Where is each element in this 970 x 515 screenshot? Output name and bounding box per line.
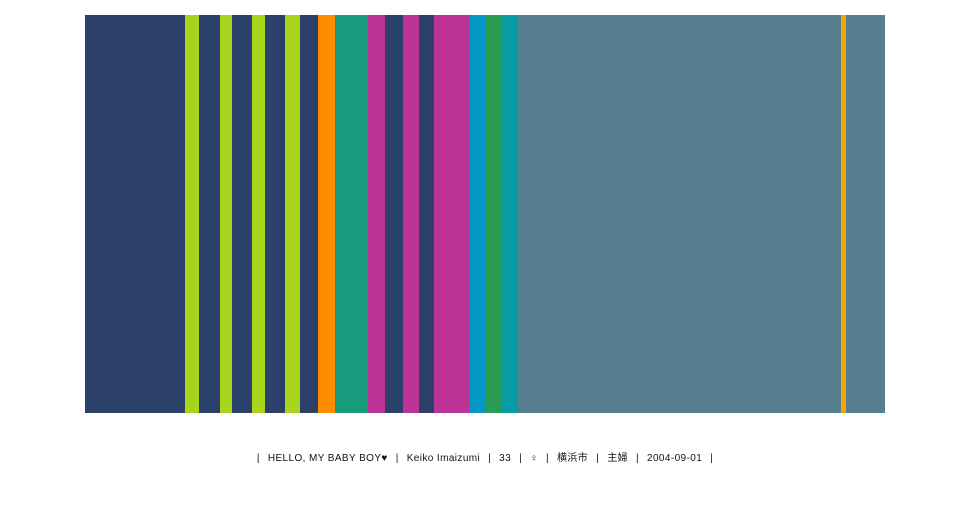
caption-item: 2004-09-01 [647, 453, 703, 464]
stripe-chartreuse [252, 15, 265, 413]
caption-item: 横浜市 [556, 453, 589, 464]
caption-separator: | [710, 453, 714, 464]
stripe-navy [300, 15, 318, 413]
caption-separator: | [395, 453, 399, 464]
caption-item: 主婦 [607, 453, 628, 464]
stripe-magenta [434, 15, 469, 413]
caption-item: HELLO, MY BABY BOY♥ [267, 453, 388, 464]
stripe-navy [385, 15, 403, 413]
stripe-orange [318, 15, 335, 413]
stripe-chartreuse [285, 15, 300, 413]
accent-stripe [841, 15, 846, 413]
stripe-magenta [403, 15, 419, 413]
caption-separator: | [256, 453, 260, 464]
caption-item: ♀ [530, 453, 538, 464]
caption-separator: | [596, 453, 600, 464]
caption-separator: | [545, 453, 549, 464]
stripe-slate [518, 15, 885, 413]
stripe-teal [335, 15, 368, 413]
stripe-magenta [368, 15, 385, 413]
stripe-navy [199, 15, 220, 413]
stripe-navy [265, 15, 285, 413]
caption-separator: | [519, 453, 523, 464]
caption-separator: | [636, 453, 639, 464]
stripe-chartreuse [220, 15, 232, 413]
stripe-navy [232, 15, 252, 413]
striped-banner [85, 15, 885, 413]
stripe-blue [469, 15, 485, 413]
stripe-navy [85, 15, 185, 413]
caption-item: 33 [499, 453, 512, 464]
stripe-navy [419, 15, 434, 413]
profile-caption: | HELLO, MY BABY BOY♥ | Keiko Imaizumi | 33 | ♀… [0, 452, 970, 466]
stripe-chartreuse [185, 15, 199, 413]
stripe-cyan [502, 15, 518, 413]
caption-item: Keiko Imaizumi [406, 453, 481, 464]
stripe-green [485, 15, 502, 413]
caption-separator: | [488, 453, 492, 464]
